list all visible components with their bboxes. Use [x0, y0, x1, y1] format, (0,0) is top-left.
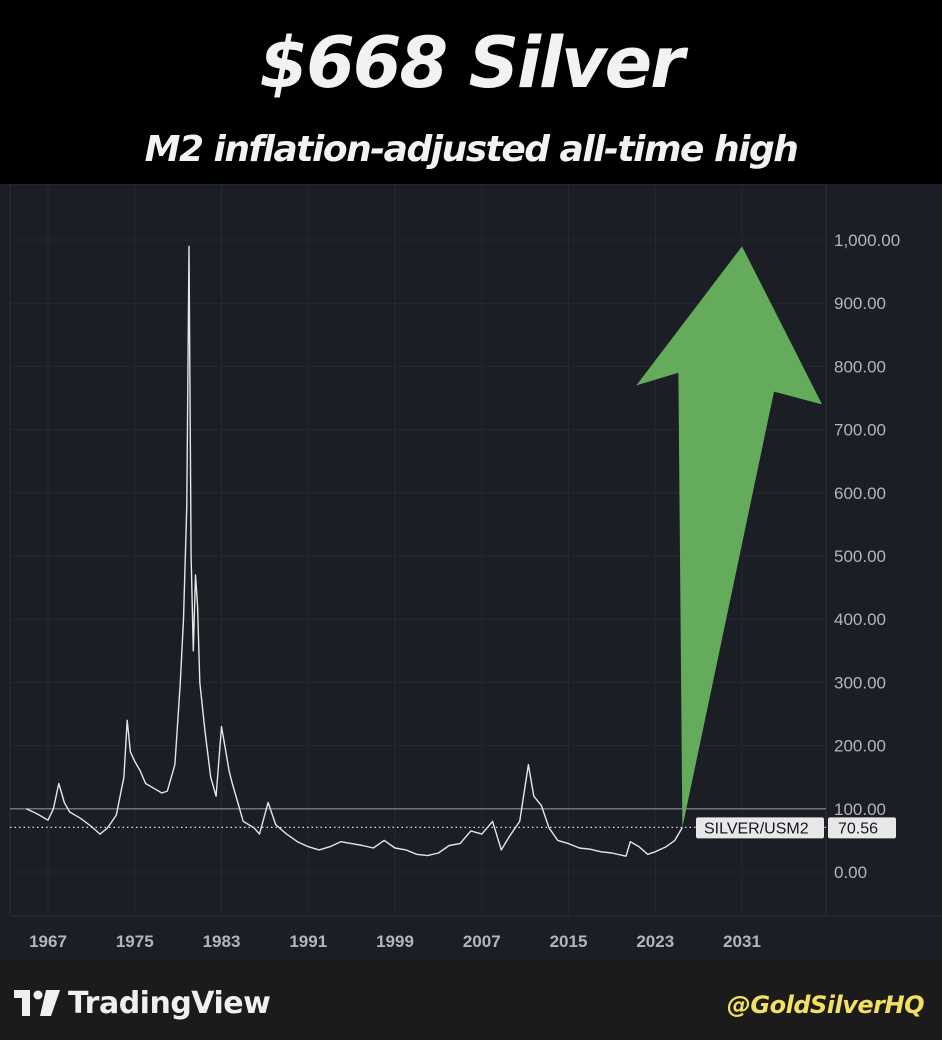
- series-name-tag: [696, 817, 824, 839]
- last-value-label: 70.56: [838, 820, 878, 837]
- header: $668 Silver M2 inflation-adjusted all-ti…: [0, 0, 942, 184]
- last-value-tag: [828, 817, 896, 839]
- x-tick-label: 2031: [723, 932, 761, 951]
- tradingview-logo-icon: [14, 990, 60, 1016]
- x-tick-label: 1999: [376, 932, 414, 951]
- footer: [0, 960, 942, 1040]
- y-tick-label: 500.00: [834, 547, 886, 566]
- chart-panel[interactable]: 0.00 100.00 200.00 300.00 400.00 500.00 600.00…: [0, 184, 942, 960]
- y-tick-label: 300.00: [834, 673, 886, 692]
- x-tick-label: 2015: [550, 932, 588, 951]
- y-tick-label: 600.00: [834, 484, 886, 503]
- author-handle: @GoldSilverHQ: [726, 991, 925, 1019]
- y-tick-label: 100.00: [834, 800, 886, 819]
- y-tick-label: 900.00: [834, 294, 886, 313]
- page-title: $668 Silver: [259, 22, 684, 104]
- green-arrow: [636, 246, 823, 828]
- x-tick-label: 2023: [636, 932, 674, 951]
- brand-name: TradingView: [68, 986, 271, 1021]
- x-tick-label: 1967: [29, 932, 67, 951]
- x-tick-label: 1975: [116, 932, 154, 951]
- y-tick-label: 800.00: [834, 357, 886, 376]
- y-tick-label: 400.00: [834, 610, 886, 629]
- x-tick-label: 1983: [203, 932, 241, 951]
- y-tick-label: 700.00: [834, 421, 886, 440]
- y-tick-label: 0.00: [834, 863, 867, 882]
- silver-usm2-series-line: [26, 245, 684, 857]
- y-tick-label: 200.00: [834, 737, 886, 756]
- page-subtitle: M2 inflation-adjusted all-time high: [144, 129, 799, 170]
- x-tick-label: 1991: [289, 932, 327, 951]
- series-name-label: SILVER/USM2: [704, 820, 809, 837]
- x-tick-label: 2007: [463, 932, 501, 951]
- price-chart[interactable]: 0.00 100.00 200.00 300.00 400.00 500.00 600.00…: [0, 184, 942, 960]
- y-tick-label: 1,000.00: [834, 231, 900, 250]
